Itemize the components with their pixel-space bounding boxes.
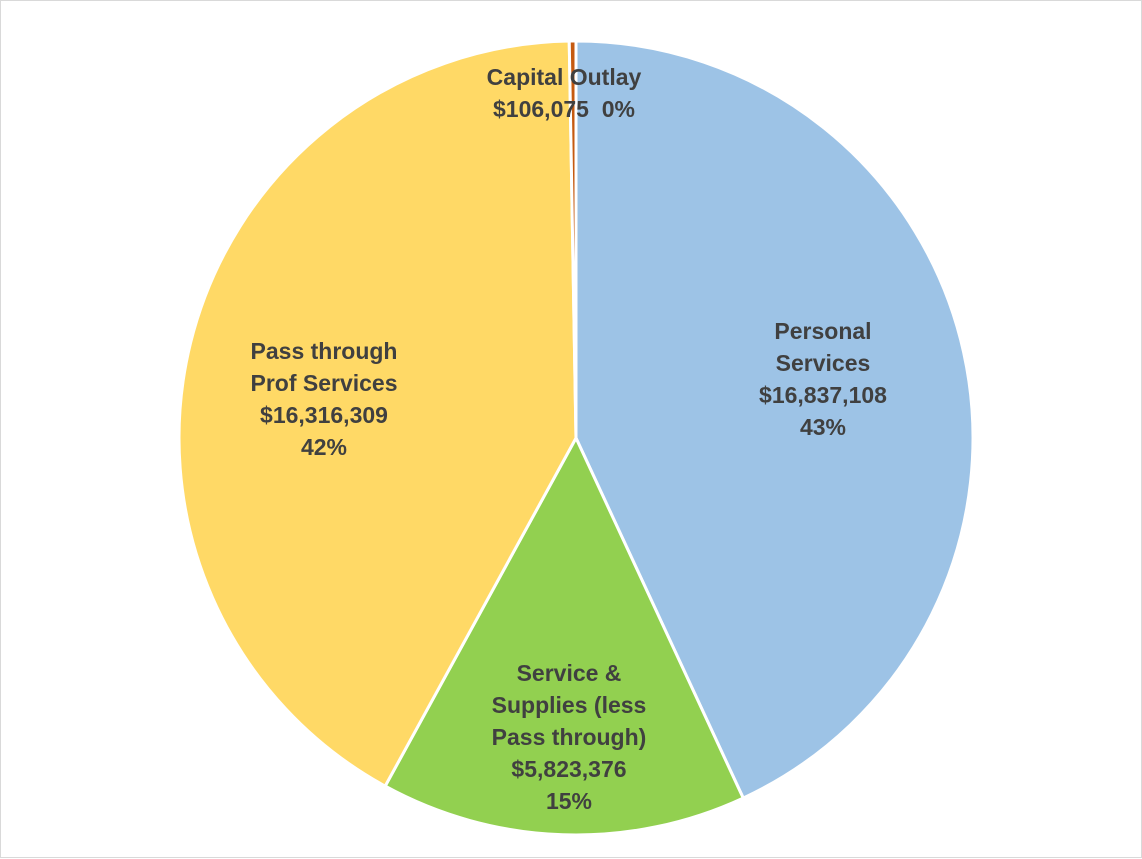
percent-label: 0% <box>601 96 635 122</box>
value-label: $5,823,376 <box>511 756 627 782</box>
percent-label: 15% <box>545 788 593 814</box>
value-label: $106,075 <box>493 96 589 122</box>
pie-slice <box>177 39 578 789</box>
pie-slice <box>383 434 746 837</box>
percent-label: 43% <box>799 414 847 440</box>
slice-label: Service & Supplies (less Pass through) $5… <box>492 657 647 817</box>
value-line: $106,075 0% <box>487 93 642 125</box>
slice-label: Personal Services $16,837,108 43% <box>759 315 887 443</box>
pie-slice <box>574 39 975 801</box>
category-label: Pass through Prof Services <box>250 338 398 396</box>
value-label: $16,316,309 <box>260 402 388 428</box>
percent-label: 42% <box>300 434 348 460</box>
slice-label: Pass through Prof Services $16,316,309 42% <box>250 335 397 463</box>
value-label: $16,837,108 <box>759 382 887 408</box>
pie-slice <box>567 39 578 439</box>
category-label: Capital Outlay <box>486 64 642 90</box>
category-label: Service & Supplies (less Pass through) <box>491 660 647 750</box>
slice-label: Capital Outlay $106,075 0% <box>487 61 642 125</box>
category-label: Personal Services <box>774 318 872 376</box>
